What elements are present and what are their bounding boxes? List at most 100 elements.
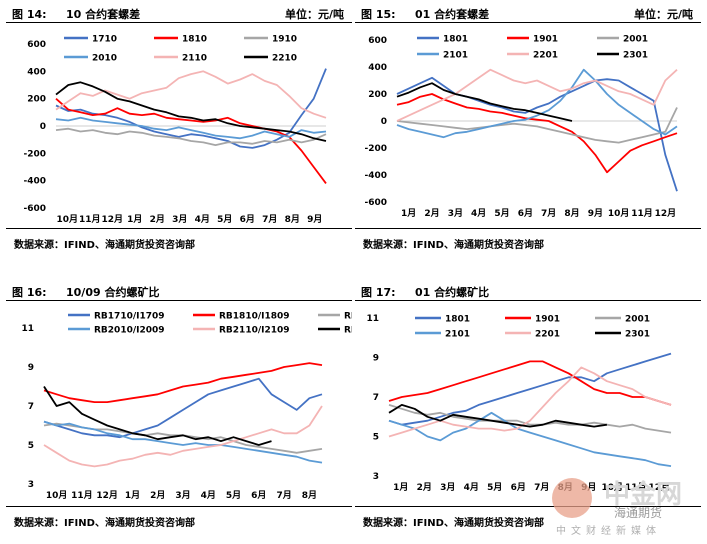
legend-label: 1910 <box>272 35 297 45</box>
x-tick-label: 3月 <box>175 490 190 501</box>
x-tick-label: 1月 <box>127 214 142 225</box>
series-line-2001 <box>396 107 678 144</box>
x-tick-label: 11月 <box>71 490 93 501</box>
x-tick-label: 2月 <box>150 214 165 225</box>
y-tick-label: 400 <box>27 67 46 77</box>
x-tick-label: 10月 <box>608 208 630 219</box>
legend-label: 2301 <box>625 330 650 340</box>
series-line-2101 <box>388 411 672 467</box>
panel-header: 图 15: 01 合约套螺差 单位：元/吨 <box>355 2 701 22</box>
y-tick-label: -600 <box>23 204 46 214</box>
unit-label: 单位：元/吨 <box>633 8 693 21</box>
series-line-rb1710-i1709 <box>43 377 323 439</box>
chart-panel-15: 图 15: 01 合约套螺差 单位：元/吨 600 400 200 0 -200 -400… <box>355 0 701 265</box>
chart-panel-16: 图 16: 10/09 合约螺矿比 11 9 7 5 3 10月 11月 12月 1月 2月 3月 4… <box>6 278 352 543</box>
series-line-2301 <box>396 82 573 122</box>
x-tick-label: 1月 <box>125 490 140 501</box>
legend-label: 2301 <box>623 51 648 61</box>
x-tick-label: 4月 <box>464 482 479 493</box>
legend-label: 2210 <box>272 54 297 64</box>
x-tick-label: 6月 <box>511 482 526 493</box>
source-label: 数据来源：IFIND、海通期货投资咨询部 <box>363 240 544 251</box>
series-line-2110 <box>55 70 327 119</box>
x-tick-label: 1月 <box>401 208 416 219</box>
x-tick-label: 2月 <box>424 208 439 219</box>
x-tick-label: 2月 <box>417 482 432 493</box>
legend-label: RB1710/I1709 <box>94 312 165 322</box>
series-line-rb2210-i2209 <box>43 386 272 446</box>
y-tick-label: -600 <box>364 198 387 208</box>
x-tick-label: 10月 <box>56 214 78 225</box>
series-line-1901 <box>396 93 678 174</box>
x-tick-label: 4月 <box>195 214 210 225</box>
y-tick-label: 11 <box>21 324 34 334</box>
figure-number: 图 14: <box>12 8 47 21</box>
header-rule <box>355 300 701 301</box>
y-tick-label: 400 <box>368 63 387 73</box>
x-tick-label: 6月 <box>240 214 255 225</box>
legend-label: 2001 <box>623 35 648 45</box>
x-tick-label: 3月 <box>448 208 463 219</box>
y-tick-label: 5 <box>28 441 34 451</box>
legend-label: RB2210/I2209 <box>344 326 352 336</box>
series-line-1801 <box>396 76 678 192</box>
series-line-rb1810-i1809 <box>43 362 323 403</box>
series-line-rb2010-i2009 <box>43 420 323 464</box>
series-line-1910 <box>55 127 327 146</box>
x-tick-label: 8月 <box>302 490 317 501</box>
y-tick-label: 5 <box>373 433 379 443</box>
legend-label: 2110 <box>182 54 207 64</box>
legend-label: 2101 <box>445 330 470 340</box>
x-tick-label: 10月 <box>601 482 623 493</box>
x-tick-label: 9月 <box>307 214 322 225</box>
source-label: 数据来源：IFIND、海通期货投资咨询部 <box>363 518 544 529</box>
footer-rule <box>6 228 352 229</box>
header-rule <box>6 22 352 23</box>
series-line-1810 <box>55 98 327 184</box>
x-tick-label: 7月 <box>276 490 291 501</box>
legend-label: 1801 <box>443 35 468 45</box>
series-line-2001 <box>388 404 672 434</box>
legend-label: 1710 <box>92 35 117 45</box>
line-chart: 600 400 200 0 -200 -400 -600 10月 11月 12月 1月 2月 3月 4月 5… <box>23 35 327 225</box>
x-tick-label: 3月 <box>172 214 187 225</box>
chart-title: 10/09 合约螺矿比 <box>66 286 160 299</box>
legend-label: 1810 <box>182 35 207 45</box>
x-tick-label: 12月 <box>648 482 670 493</box>
footer-rule <box>6 506 352 507</box>
y-tick-label: 9 <box>28 363 34 373</box>
x-tick-label: 8月 <box>285 214 300 225</box>
line-chart: 600 400 200 0 -200 -400 -600 1月 2月 3月 4月 5月 6月 7月 8月 9月… <box>364 35 678 219</box>
legend-label: RB2010/I2009 <box>94 326 165 336</box>
unit-label: 单位：元/吨 <box>284 8 344 21</box>
legend-label: 1801 <box>445 315 470 325</box>
legend-label: 1901 <box>535 315 560 325</box>
watermark-logo-icon <box>552 478 592 518</box>
source-label: 数据来源：IFIND、海通期货投资咨询部 <box>14 240 195 251</box>
x-tick-label: 6月 <box>518 208 533 219</box>
series-line-2210 <box>55 81 327 142</box>
x-tick-label: 3月 <box>440 482 455 493</box>
legend-label: 2010 <box>92 54 117 64</box>
watermark-site: 中金网 <box>604 480 683 510</box>
figure-number: 图 17: <box>361 286 396 299</box>
legend-label: 2201 <box>533 51 558 61</box>
header-rule <box>355 22 701 23</box>
y-tick-label: 7 <box>373 393 379 403</box>
series-line-2201 <box>396 68 678 122</box>
y-tick-label: 0 <box>40 122 46 132</box>
x-tick-label: 2月 <box>150 490 165 501</box>
y-tick-label: 11 <box>366 314 379 324</box>
chart-panel-14: 图 14: 10 合约套螺差 单位：元/吨 600 400 200 0 -200 -400… <box>6 0 352 265</box>
series-line-2101 <box>396 68 678 139</box>
x-tick-label: 12月 <box>655 208 677 219</box>
series-line-2301 <box>388 404 608 428</box>
chart-title: 01 合约套螺差 <box>415 8 490 21</box>
x-tick-label: 1月 <box>393 482 408 493</box>
x-tick-label: 11月 <box>79 214 101 225</box>
y-tick-label: 3 <box>28 480 34 490</box>
panel-header: 图 16: 10/09 合约螺矿比 <box>6 280 352 300</box>
x-tick-label: 10月 <box>46 490 68 501</box>
watermark: 中金网 海通期货 中文财经新媒体 <box>548 474 704 540</box>
x-tick-label: 7月 <box>262 214 277 225</box>
